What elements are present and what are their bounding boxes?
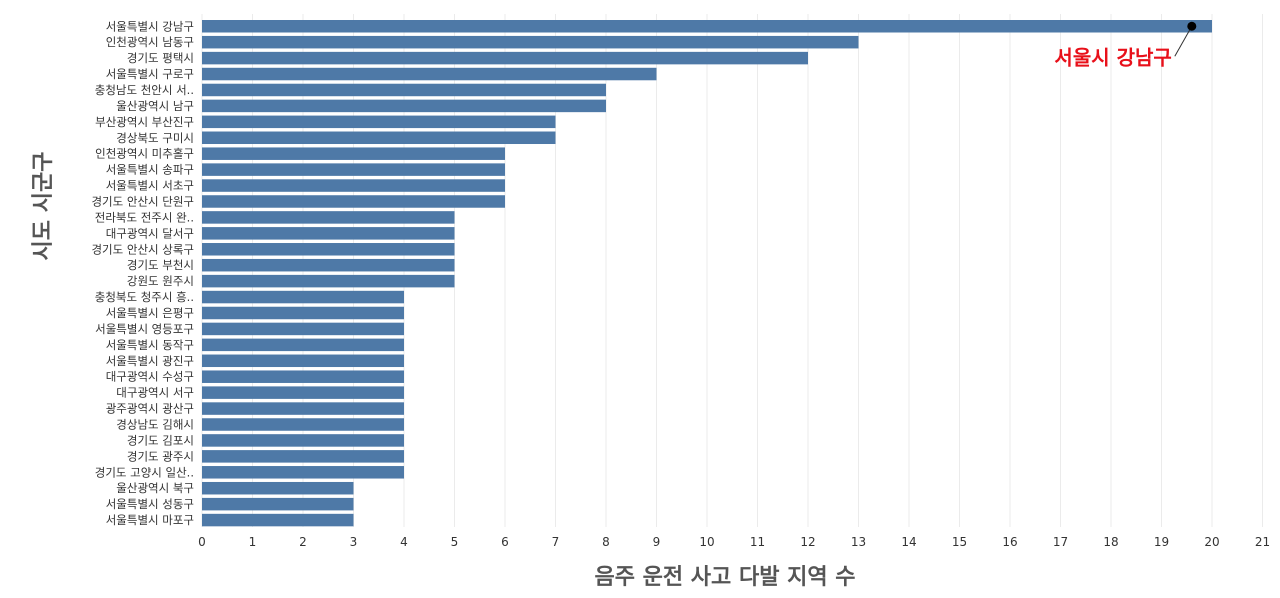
category-label: 광주광역시 광산구 <box>106 402 194 416</box>
annotation-marker <box>1187 21 1197 31</box>
x-tick-label: 4 <box>400 535 408 549</box>
category-label: 서울특별시 마포구 <box>106 513 194 527</box>
x-tick-label: 0 <box>198 535 206 549</box>
x-tick-label: 15 <box>952 535 967 549</box>
bar <box>202 338 404 352</box>
category-label: 울산광역시 북구 <box>116 481 194 495</box>
x-tick-label: 10 <box>699 535 714 549</box>
bar <box>202 450 404 463</box>
x-tick-label: 3 <box>350 535 358 549</box>
bar <box>202 274 455 288</box>
bars <box>202 20 1212 527</box>
bar <box>202 179 505 192</box>
category-label: 서울특별시 구로구 <box>106 67 194 81</box>
x-tick-label: 19 <box>1154 535 1169 549</box>
bar <box>202 497 354 511</box>
x-tick-label: 12 <box>800 535 815 549</box>
x-axis-title: 음주 운전 사고 다발 지역 수 <box>595 565 856 590</box>
category-label: 대구광역시 달서구 <box>106 226 194 240</box>
bar <box>202 306 404 320</box>
bar <box>202 354 404 368</box>
category-label: 경기도 평택시 <box>127 51 194 65</box>
category-label: 서울특별시 광진구 <box>106 354 194 368</box>
x-tick-label: 18 <box>1103 535 1118 549</box>
x-tick-label: 14 <box>901 535 916 549</box>
x-tick-label: 21 <box>1255 535 1270 549</box>
bar <box>202 258 455 272</box>
bar <box>202 418 404 431</box>
bar <box>202 147 505 160</box>
category-label: 대구광역시 서구 <box>116 386 194 400</box>
x-tick-label: 11 <box>750 535 765 549</box>
bar <box>202 195 505 208</box>
bar <box>202 513 354 527</box>
bar <box>202 290 404 304</box>
category-label: 충청북도 청주시 흥.. <box>95 290 194 304</box>
category-label: 서울특별시 서초구 <box>106 179 194 193</box>
bar <box>202 163 505 176</box>
x-tick-label: 9 <box>653 535 661 549</box>
annotation-label: 서울시 강남구 <box>1054 45 1171 69</box>
bar <box>202 115 556 129</box>
x-tick-label: 17 <box>1053 535 1068 549</box>
bar <box>202 434 404 447</box>
category-label: 경기도 부천시 <box>127 258 194 272</box>
category-label: 경기도 김포시 <box>127 433 194 447</box>
category-label: 서울특별시 영등포구 <box>95 322 194 336</box>
bar <box>202 227 455 240</box>
bar <box>202 466 404 479</box>
category-label: 대구광역시 수성구 <box>106 370 194 384</box>
bar <box>202 386 404 399</box>
x-tick-label: 1 <box>249 535 257 549</box>
x-tick-label: 7 <box>552 535 560 549</box>
annotation-leader-line <box>1174 26 1193 57</box>
bar <box>202 99 606 113</box>
category-label: 서울특별시 송파구 <box>106 163 194 177</box>
bar <box>202 51 808 65</box>
category-label: 전라북도 전주시 완.. <box>95 210 194 224</box>
category-label: 경기도 광주시 <box>127 449 194 463</box>
grid-lines <box>201 14 1263 527</box>
category-label: 인천광역시 미추홀구 <box>95 147 194 161</box>
bar <box>202 35 859 49</box>
category-label: 서울특별시 은평구 <box>106 306 194 320</box>
bar <box>202 322 404 336</box>
category-label: 강원도 원주시 <box>127 274 194 288</box>
bar <box>202 370 404 383</box>
category-label: 충청남도 천안시 서.. <box>95 83 194 97</box>
category-label: 경상북도 구미시 <box>116 131 194 145</box>
bar <box>202 131 556 145</box>
category-label: 울산광역시 남구 <box>116 99 194 113</box>
category-label: 서울특별시 강남구 <box>106 19 194 33</box>
x-tick-labels: 0 1 2 3 4 5 6 7 8 9 10 11 12 13 14 15 16 17 18 19 20 21 <box>198 535 1270 549</box>
x-tick-label: 16 <box>1002 535 1017 549</box>
x-tick-label: 6 <box>501 535 509 549</box>
x-tick-label: 2 <box>299 535 307 549</box>
category-label: 인천광역시 남동구 <box>106 35 194 49</box>
annotation: 서울시 강남구 <box>1054 21 1197 69</box>
category-label: 경기도 안산시 상록구 <box>91 242 194 256</box>
x-tick-label: 20 <box>1204 535 1219 549</box>
x-tick-label: 8 <box>602 535 610 549</box>
category-label: 경기도 고양시 일산.. <box>95 465 194 479</box>
bar <box>202 67 657 81</box>
bar <box>202 243 455 256</box>
category-label: 서울특별시 동작구 <box>106 338 194 352</box>
bar <box>202 402 404 415</box>
bar <box>202 211 455 224</box>
category-label: 경상남도 김해시 <box>116 418 194 432</box>
x-tick-label: 13 <box>851 535 866 549</box>
bar <box>202 20 1212 33</box>
category-label: 부산광역시 부산진구 <box>95 115 194 129</box>
bar <box>202 83 606 97</box>
category-label: 서울특별시 성동구 <box>106 497 194 511</box>
x-tick-label: 5 <box>451 535 459 549</box>
y-axis-title: 시도 시군구 <box>31 152 56 261</box>
bar <box>202 481 354 495</box>
category-label: 경기도 안산시 단원구 <box>91 194 194 208</box>
